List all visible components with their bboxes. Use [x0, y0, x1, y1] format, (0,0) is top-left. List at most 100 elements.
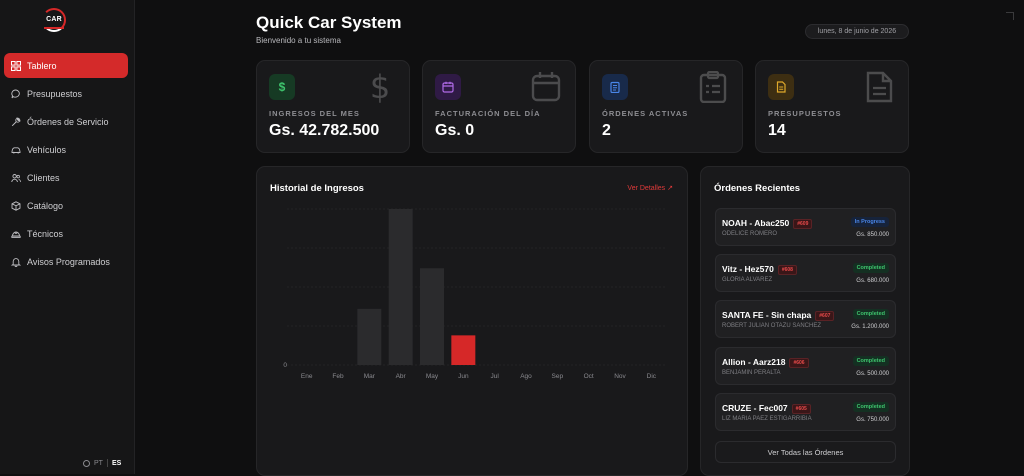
order-vehicle: Vitz - Hez570 #608 [722, 264, 797, 275]
clipboard-icon [699, 71, 727, 103]
order-vehicle: CRUZE - Fec007 #605 [722, 403, 811, 414]
stat-card-ordenes-activas: ÓRDENES ACTIVAS 2 [589, 60, 743, 153]
x-tick-label: Abr [396, 373, 407, 380]
stat-value: 14 [768, 122, 786, 139]
document-icon [768, 74, 794, 100]
order-client: LIZ MARIA PAEZ ESTIGARRIBIA [722, 416, 812, 422]
sidebar-item-tecnicos[interactable]: Técnicos [4, 221, 128, 246]
stat-label: PRESUPUESTOS [768, 109, 842, 118]
box-icon [11, 200, 21, 211]
dollar-icon: $ [370, 71, 390, 103]
logo-text: CAR [46, 16, 62, 23]
sidebar-item-label: Técnicos [27, 228, 64, 239]
order-code: #607 [815, 311, 835, 321]
order-amount: Gs. 680.000 [856, 278, 889, 284]
sidebar-item-vehiculos[interactable]: Vehículos [4, 137, 128, 162]
order-name: Allion - Aarz218 [722, 357, 786, 367]
bar [357, 308, 382, 365]
x-tick-label: Sep [552, 373, 564, 380]
app-logo[interactable]: CAR [40, 8, 68, 34]
view-all-orders-button[interactable]: Ver Todas las Órdenes [715, 441, 896, 463]
income-bar-chart: 0 Ene Feb Mar Abr May Jun Jul Ago Sep Oct Nov Dic [283, 208, 667, 380]
order-name: SANTA FE - Sin chapa [722, 310, 812, 320]
hardhat-icon [11, 229, 21, 239]
users-icon [11, 173, 21, 183]
order-amount: Gs. 1.200.000 [851, 324, 889, 330]
language-switcher: PT ES [83, 459, 121, 467]
order-client: BENJAMIN PERALTA [722, 370, 781, 376]
order-amount: Gs. 850.000 [856, 232, 889, 238]
sidebar: CAR Tablero Presupuestos Órdenes de Serv… [0, 0, 135, 474]
status-badge: Completed [852, 402, 889, 412]
lang-es[interactable]: ES [111, 459, 122, 467]
sidebar-item-clientes[interactable]: Clientes [4, 165, 128, 190]
sidebar-item-label: Órdenes de Servicio [27, 116, 109, 127]
order-name: NOAH - Abac250 [722, 218, 790, 228]
order-code: #608 [777, 265, 797, 275]
x-tick-label: May [426, 373, 439, 380]
dollar-symbol: $ [278, 80, 286, 94]
sidebar-item-ordenes[interactable]: Órdenes de Servicio [4, 109, 128, 134]
stat-label: ÓRDENES ACTIVAS [602, 109, 689, 118]
date-badge: lunes, 8 de junio de 2026 [805, 24, 909, 39]
panel-title: Historial de Ingresos [270, 183, 364, 194]
x-tick-label: Jun [458, 373, 469, 380]
stat-value: 2 [602, 122, 611, 139]
view-details-label: Ver Detalles [627, 185, 666, 192]
sidebar-item-label: Tablero [27, 60, 57, 71]
sidebar-nav: Tablero Presupuestos Órdenes de Servicio… [4, 53, 128, 277]
clipboard-icon [602, 74, 628, 100]
x-tick-label: Dic [647, 373, 657, 380]
sidebar-item-tablero[interactable]: Tablero [4, 53, 128, 78]
status-badge: Completed [852, 356, 889, 366]
recent-orders-panel: Órdenes Recientes NOAH - Abac250 #609 ODE… [700, 166, 910, 476]
status-badge: In Progress [850, 217, 889, 227]
svg-text:$: $ [370, 71, 390, 103]
panel-title: Órdenes Recientes [714, 183, 801, 194]
order-card[interactable]: CRUZE - Fec007 #605 LIZ MARIA PAEZ ESTIGA… [715, 393, 896, 431]
expand-icon[interactable] [1006, 12, 1014, 20]
sidebar-item-catalogo[interactable]: Catálogo [4, 193, 128, 218]
calendar-icon [435, 74, 461, 100]
order-amount: Gs. 750.000 [856, 417, 889, 423]
sidebar-item-label: Catálogo [27, 200, 64, 211]
order-card[interactable]: SANTA FE - Sin chapa #607 ROBERT JULIAN O… [715, 300, 896, 338]
page-subtitle: Bienvenido a tu sistema [256, 36, 341, 45]
view-details-link[interactable]: Ver Detalles ↗ [627, 184, 673, 192]
order-vehicle: NOAH - Abac250 #609 [722, 218, 813, 229]
lang-pt[interactable]: PT [94, 459, 103, 467]
x-tick-label: Feb [332, 373, 344, 380]
order-card[interactable]: Allion - Aarz218 #606 BENJAMIN PERALTA Co… [715, 347, 896, 385]
bar [420, 268, 444, 365]
order-code: #605 [791, 404, 811, 414]
stat-label: FACTURACIÓN DEL DÍA [435, 109, 541, 118]
order-client: ODELICE ROMERO [722, 231, 778, 237]
order-code: #606 [789, 358, 809, 368]
order-card[interactable]: NOAH - Abac250 #609 ODELICE ROMERO In Pro… [715, 208, 896, 246]
stat-card-presupuestos: PRESUPUESTOS 14 [755, 60, 909, 153]
chat-icon [11, 89, 21, 99]
bell-icon [11, 257, 21, 267]
x-tick-label: Ene [301, 373, 313, 380]
order-vehicle: SANTA FE - Sin chapa #607 [722, 310, 835, 321]
order-vehicle: Allion - Aarz218 #606 [722, 357, 809, 368]
logo-ring [42, 8, 66, 32]
grid-icon [11, 60, 21, 71]
document-icon [866, 71, 893, 103]
globe-icon [83, 459, 90, 467]
order-client: GLORIA ALVAREZ [722, 277, 773, 283]
income-history-panel: Historial de Ingresos Ver Detalles ↗ 0 En… [256, 166, 688, 476]
x-tick-label: Jul [491, 373, 500, 380]
y-tick-label: 0 [283, 362, 287, 369]
stat-value: Gs. 0 [435, 122, 475, 139]
stat-value: Gs. 42.782.500 [269, 122, 380, 139]
order-name: Vitz - Hez570 [722, 264, 774, 274]
bar [388, 209, 413, 365]
order-card[interactable]: Vitz - Hez570 #608 GLORIA ALVAREZ Complet… [715, 254, 896, 292]
sidebar-item-avisos[interactable]: Avisos Programados [4, 249, 128, 274]
x-tick-label: Ago [520, 373, 532, 380]
sidebar-item-presupuestos[interactable]: Presupuestos [4, 81, 128, 106]
stat-card-facturacion: FACTURACIÓN DEL DÍA Gs. 0 [422, 60, 576, 153]
sidebar-item-label: Clientes [27, 172, 60, 183]
dollar-icon: $ [269, 74, 295, 100]
